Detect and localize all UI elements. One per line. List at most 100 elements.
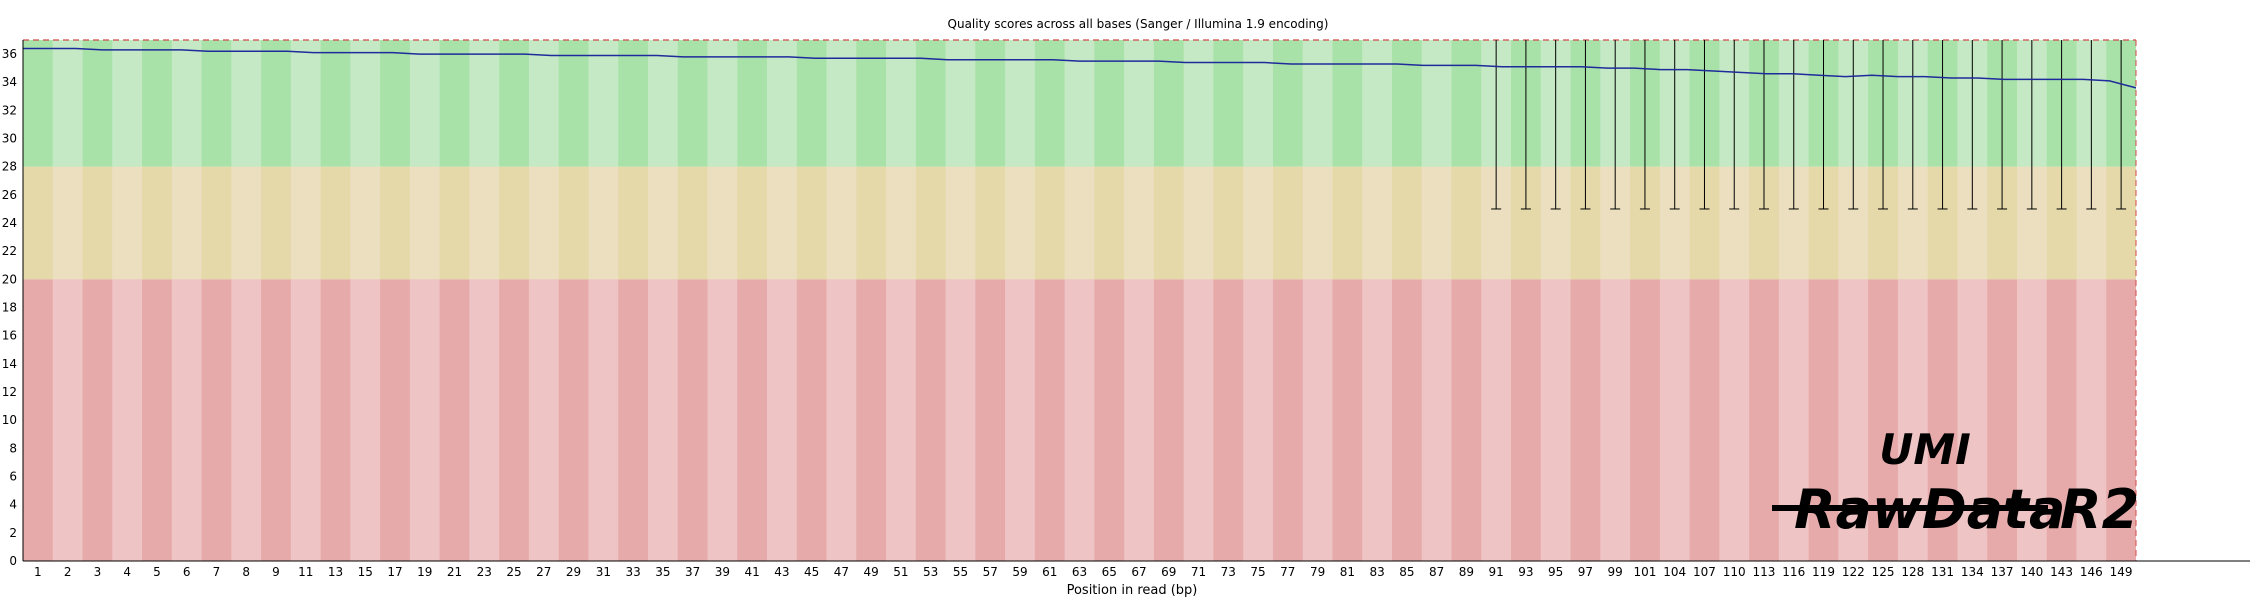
stripe-bad [1540, 279, 1571, 561]
x-tick-label: 75 [1250, 565, 1265, 579]
stripe-bad [1302, 279, 1333, 561]
stripe-bad [290, 279, 321, 561]
x-tick-label: 97 [1578, 565, 1593, 579]
y-tick-label: 16 [2, 329, 17, 343]
stripe-good [1243, 40, 1273, 167]
x-tick-label: 101 [1633, 565, 1656, 579]
x-tick-label: 143 [2050, 565, 2073, 579]
plot-frame-layer [23, 39, 2137, 561]
x-tick-label: 61 [1042, 565, 1057, 579]
stripe-warn [171, 166, 202, 280]
x-tick-label: 43 [774, 565, 789, 579]
stripe-warn [290, 166, 321, 280]
stripe-bad [231, 279, 262, 561]
stripe-bad [647, 279, 678, 561]
axis-layer [22, 40, 2250, 562]
stripe-good [528, 40, 559, 167]
x-tick-label: 9 [272, 565, 280, 579]
x-tick-label: 119 [1812, 565, 1835, 579]
y-tick-label: 28 [2, 160, 17, 174]
stripe-bad [350, 279, 381, 561]
stripe-bad [886, 279, 916, 561]
stripe-bad [1183, 279, 1214, 561]
x-tick-label: 113 [1753, 565, 1776, 579]
stripe-good [171, 40, 202, 167]
y-tick-label: 6 [9, 470, 17, 484]
y-tick-label: 34 [2, 75, 17, 89]
stripe-bad [1778, 279, 1809, 561]
stripe-good [1421, 40, 1452, 167]
x-tick-label: 5 [153, 565, 161, 579]
x-tick-label: 25 [506, 565, 521, 579]
y-tick-label: 22 [2, 244, 17, 258]
stripe-bad [767, 279, 797, 561]
x-tick-label: 149 [2110, 565, 2133, 579]
x-tick-label: 59 [1012, 565, 1027, 579]
x-tick-label: 71 [1191, 565, 1206, 579]
stripe-bad [1897, 279, 1928, 561]
x-tick-label: 77 [1280, 565, 1295, 579]
x-tick-label: 23 [477, 565, 492, 579]
x-tick-label: 6 [183, 565, 191, 579]
y-tick-label: 30 [2, 132, 17, 146]
x-tick-label: 116 [1782, 565, 1805, 579]
stripe-good [469, 40, 500, 167]
stripe-bad [1421, 279, 1452, 561]
stripe-bad [1838, 279, 1869, 561]
x-tick-label: 29 [566, 565, 581, 579]
x-tick-label: 73 [1221, 565, 1236, 579]
stripe-bad [171, 279, 202, 561]
stripe-warn [469, 166, 500, 280]
x-tick-label: 107 [1693, 565, 1716, 579]
stripe-bad [52, 279, 83, 561]
stripe-good [707, 40, 738, 167]
overlay-r2-text: R2 [2060, 478, 2139, 541]
x-tick-label: 2 [64, 565, 72, 579]
x-tick-label: 8 [242, 565, 250, 579]
y-tick-label: 24 [2, 216, 17, 230]
stripe-good [112, 40, 143, 167]
stripe-warn [886, 166, 916, 280]
x-tick-label: 81 [1340, 565, 1355, 579]
stripe-warn [52, 166, 83, 280]
y-tick-label: 26 [2, 188, 17, 202]
x-tick-label: 15 [358, 565, 373, 579]
stripe-warn [1362, 166, 1392, 280]
x-tick-label: 51 [893, 565, 908, 579]
stripe-bad [2016, 279, 2047, 561]
x-tick-label: 4 [123, 565, 131, 579]
x-tick-label: 1 [34, 565, 42, 579]
x-tick-label: 99 [1608, 565, 1623, 579]
stripe-bad [528, 279, 559, 561]
stripe-good [1064, 40, 1095, 167]
stripe-warn [647, 166, 678, 280]
chart-title: Quality scores across all bases (Sanger … [948, 17, 1329, 31]
x-axis-label: Position in read (bp) [1067, 583, 1198, 598]
stripe-good [290, 40, 321, 167]
stripe-bad [409, 279, 440, 561]
y-tick-label: 2 [9, 526, 17, 540]
stripe-good [886, 40, 916, 167]
x-tick-label: 17 [387, 565, 402, 579]
stripe-warn [350, 166, 381, 280]
stripe-good [767, 40, 797, 167]
x-tick-label: 45 [804, 565, 819, 579]
stripe-good [1005, 40, 1035, 167]
x-tick-label: 11 [298, 565, 313, 579]
x-tick-label: 91 [1489, 565, 1504, 579]
x-tick-label: 85 [1399, 565, 1414, 579]
y-tick-label: 20 [2, 272, 17, 286]
y-tick-label: 12 [2, 385, 17, 399]
y-tick-label: 36 [2, 47, 17, 61]
x-tick-label: 49 [864, 565, 879, 579]
x-tick-label: 33 [625, 565, 640, 579]
stripe-good [1302, 40, 1333, 167]
stripe-good [52, 40, 83, 167]
x-tick-label: 35 [655, 565, 670, 579]
stripe-warn [767, 166, 797, 280]
stripe-bad [1600, 279, 1631, 561]
stripe-good [1183, 40, 1214, 167]
x-tick-label: 131 [1931, 565, 1954, 579]
